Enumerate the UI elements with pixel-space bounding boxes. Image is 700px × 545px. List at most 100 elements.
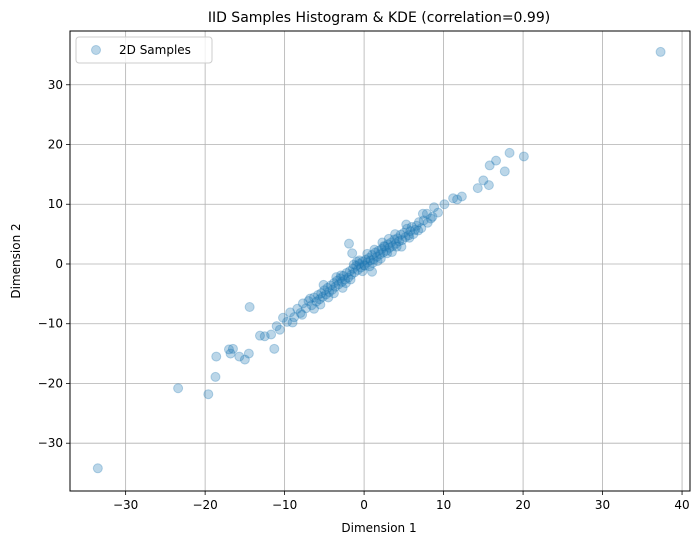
x-tick-label: −10 [272, 498, 297, 512]
data-point [354, 255, 365, 266]
y-tick-label: 10 [48, 197, 63, 211]
data-point [327, 284, 338, 295]
data-point [381, 245, 392, 256]
data-point [439, 199, 450, 210]
chart-title: IID Samples Histogram & KDE (correlation… [208, 10, 550, 26]
y-tick-label: −10 [38, 317, 63, 331]
data-point [266, 329, 277, 340]
data-point [392, 233, 403, 244]
data-point [314, 294, 325, 305]
y-tick-label: 20 [48, 138, 63, 152]
data-point [311, 296, 322, 307]
legend: 2D Samples [75, 36, 213, 64]
data-point [433, 207, 444, 218]
y-axis-label: Dimension 2 [9, 223, 23, 298]
y-axis-ticks: −30 −20 −10 0 10 20 30 [38, 78, 70, 450]
data-point [295, 307, 306, 318]
data-point [413, 217, 424, 228]
x-tick-label: 0 [360, 498, 368, 512]
data-point [331, 272, 342, 283]
data-point [354, 258, 365, 269]
data-point [390, 238, 401, 249]
data-point [278, 312, 289, 323]
data-point [282, 316, 292, 327]
plot-frame [69, 30, 691, 492]
data-point [225, 348, 236, 359]
data-point [289, 312, 300, 323]
data-point [349, 267, 360, 278]
data-point [387, 241, 398, 252]
data-point [655, 46, 666, 57]
data-point [472, 183, 483, 194]
data-point [456, 191, 467, 202]
data-point [351, 260, 362, 271]
data-point [335, 273, 346, 284]
data-point [244, 302, 255, 312]
data-point [518, 151, 529, 162]
data-point [357, 256, 368, 267]
data-point [271, 321, 282, 332]
data-point [303, 296, 314, 307]
data-point [378, 241, 389, 252]
data-point [363, 253, 374, 264]
data-point [338, 270, 349, 281]
x-tick-label: −20 [192, 498, 217, 512]
data-point [333, 279, 344, 290]
data-point [318, 279, 329, 290]
data-point [409, 224, 420, 235]
data-point [313, 290, 323, 301]
data-point [402, 223, 413, 234]
data-point [328, 278, 339, 289]
data-point [285, 307, 296, 318]
data-point [336, 270, 347, 281]
data-point [341, 267, 352, 278]
x-axis-label: Dimension 1 [341, 521, 416, 535]
data-point [384, 242, 395, 253]
data-point [292, 303, 303, 314]
data-point [372, 256, 383, 266]
data-point [348, 259, 359, 270]
data-point [499, 166, 510, 177]
x-tick-label: 40 [674, 498, 689, 512]
data-point [320, 289, 331, 300]
x-tick-label: 30 [595, 498, 610, 512]
data-point [483, 180, 494, 191]
data-point [386, 247, 397, 258]
data-point [352, 264, 363, 275]
x-axis-ticks: −30 −20 −10 0 10 20 30 40 [113, 491, 690, 512]
data-point [325, 280, 336, 291]
data-point [375, 249, 385, 260]
data-point [448, 193, 459, 204]
data-point [234, 351, 245, 362]
data-point [239, 354, 250, 365]
data-point [394, 236, 405, 247]
data-point [336, 276, 347, 287]
x-tick-label: 20 [515, 498, 530, 512]
data-point [345, 274, 356, 285]
data-point [223, 344, 234, 355]
data-point [359, 260, 370, 271]
data-point [416, 223, 427, 234]
legend-box [75, 36, 213, 64]
data-point [417, 208, 428, 219]
data-point [403, 230, 414, 241]
data-point [373, 245, 384, 256]
data-point [274, 324, 285, 335]
data-point [297, 298, 308, 309]
data-point [254, 330, 265, 341]
data-point [359, 260, 370, 271]
y-tick-label: −20 [38, 376, 63, 390]
data-point [367, 257, 378, 268]
data-point [370, 247, 381, 258]
data-point [452, 194, 463, 205]
data-point [413, 225, 424, 236]
data-point [382, 248, 393, 259]
data-point [491, 155, 502, 166]
data-point [340, 278, 351, 289]
data-point [395, 229, 406, 240]
legend-label: 2D Samples [119, 43, 191, 57]
data-point [368, 254, 379, 265]
data-point [357, 266, 368, 277]
data-point [429, 202, 440, 213]
